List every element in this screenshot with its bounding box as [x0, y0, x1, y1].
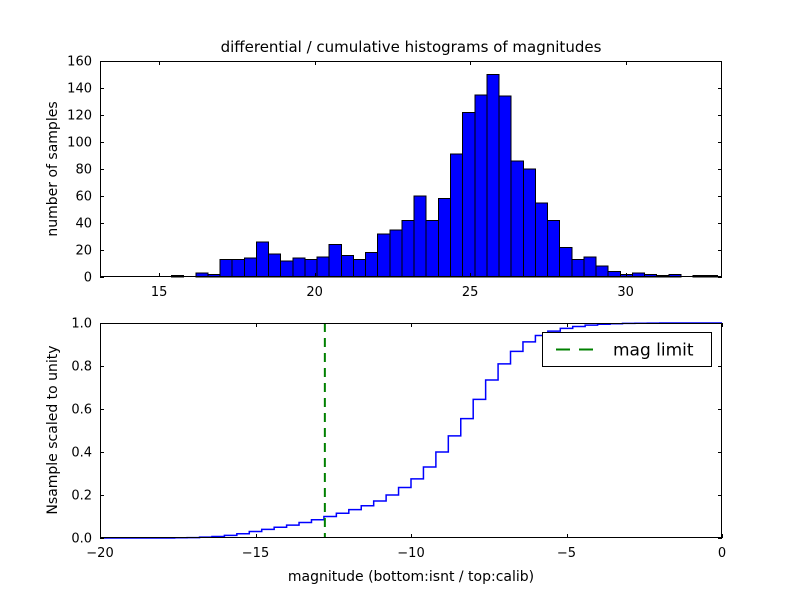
histogram-bar [292, 257, 306, 278]
top-ylabel: number of samples [45, 101, 61, 236]
y-tick-label: 1.0 [71, 317, 92, 332]
bottom-ylabel: Nsample scaled to unity [45, 345, 61, 514]
histogram-bar [243, 257, 257, 278]
x-axis-label: magnitude (bottom:isnt / top:calib) [288, 569, 534, 585]
histogram-bar [413, 195, 427, 278]
histogram-bar [425, 219, 439, 278]
x-tick-label: −15 [242, 546, 269, 561]
histogram-bar [474, 94, 488, 278]
y-tick-label: 100 [67, 136, 92, 151]
x-tick-label: 15 [151, 285, 168, 300]
y-tick-label: 40 [75, 217, 92, 232]
y-tick-label: 0.8 [71, 360, 92, 375]
histogram-bar [316, 256, 330, 278]
histogram-bar [231, 258, 245, 278]
y-tick-label: 0 [84, 271, 92, 286]
legend-label: mag limit [613, 341, 694, 361]
histogram-bar [510, 160, 524, 278]
histogram-bar [559, 246, 573, 278]
histogram-bar [498, 95, 512, 278]
histogram-bar [328, 244, 342, 278]
x-tick-label: 0 [718, 546, 726, 561]
y-tick-label: 80 [75, 163, 92, 178]
histogram-bar [547, 219, 561, 278]
histogram-bar [268, 253, 282, 278]
histogram-bar [595, 265, 609, 278]
y-tick-label: 140 [67, 82, 92, 97]
legend-frame [542, 332, 712, 367]
y-tick-label: 160 [67, 55, 92, 70]
x-tick-label: 20 [306, 285, 323, 300]
histogram-bar [449, 153, 464, 278]
x-tick-label: −10 [397, 546, 424, 561]
x-tick-label: 25 [462, 285, 479, 300]
y-tick-label: 0.0 [71, 532, 92, 547]
y-tick-label: 0.6 [71, 403, 92, 418]
histogram-bar [389, 229, 403, 278]
y-tick-label: 60 [75, 190, 92, 205]
histogram-bar [255, 241, 270, 278]
bottom-cumulative-plot: −20 −15 −10 −5 0 0.0 0.2 0.4 0.6 0.8 1.0 [71, 317, 726, 562]
y-tick-label: 120 [67, 109, 92, 124]
histogram-bar [340, 254, 354, 278]
y-tick-label: 0.2 [71, 489, 92, 504]
histogram-bar [583, 256, 597, 278]
histogram-bar [365, 252, 379, 278]
y-tick-label: 0.4 [71, 446, 92, 461]
plot-title: differential / cumulative histograms of … [221, 38, 602, 56]
histogram-bar [522, 168, 536, 278]
histogram-bar [534, 202, 549, 278]
x-tick-label: −20 [86, 546, 113, 561]
top-histogram-plot: 15 20 25 30 0 20 40 60 80 100 120 140 160 [67, 55, 722, 300]
histogram-bar [437, 198, 451, 278]
histogram-bar [571, 258, 585, 278]
histogram-bar [377, 233, 391, 278]
x-tick-label: 30 [617, 285, 634, 300]
histogram-bar [280, 260, 294, 278]
cumulative-curve [100, 322, 722, 539]
histogram-bar [219, 258, 233, 278]
histogram-bar [462, 111, 476, 278]
histogram-bars [171, 74, 718, 278]
histogram-bar [401, 219, 415, 278]
y-tick-label: 20 [75, 244, 92, 259]
legend-box: mag limit [542, 332, 712, 367]
histogram-bar [352, 258, 367, 278]
histogram-bar [486, 74, 500, 278]
x-tick-label: −5 [557, 546, 576, 561]
